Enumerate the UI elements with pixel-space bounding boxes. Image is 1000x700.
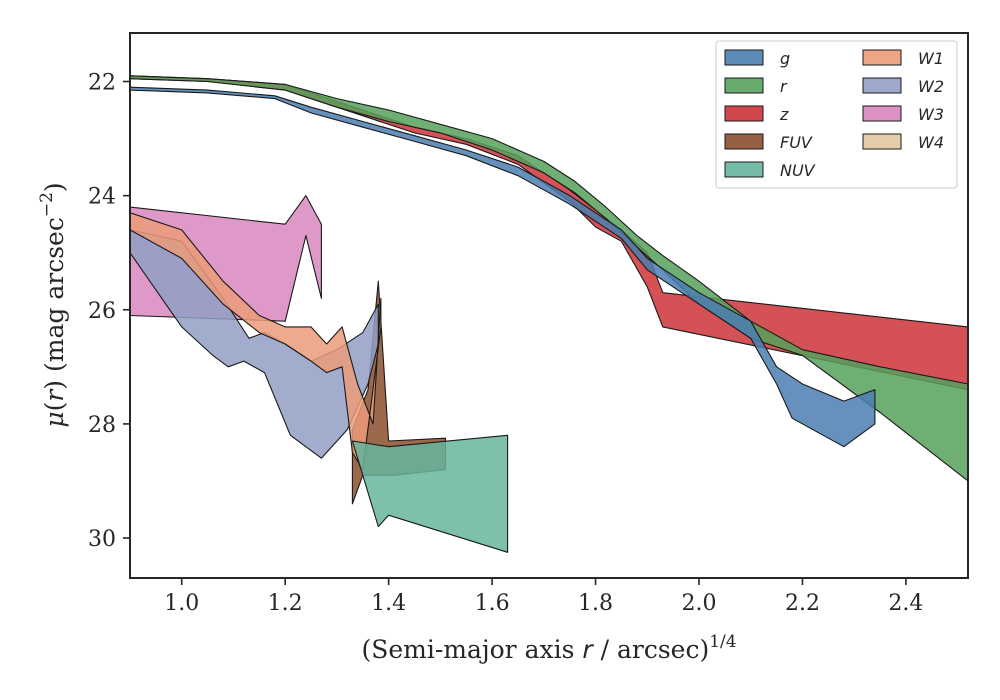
x-axis-label-prefix: (Semi-major axis xyxy=(361,635,582,664)
legend-swatch-g xyxy=(724,49,764,66)
x-axis-label-var: r xyxy=(582,635,594,664)
x-tick-label: 1.4 xyxy=(371,591,406,616)
legend-label-z: z xyxy=(779,105,789,124)
legend-label-fuv: FUV xyxy=(780,133,813,152)
legend-label-w2: W2 xyxy=(918,77,944,96)
legend: grz FUV NUV W1 W2 W3 W4 xyxy=(715,40,958,189)
legend-swatch-w2 xyxy=(862,77,902,94)
y-tick-label: 26 xyxy=(88,299,116,324)
band-g xyxy=(130,86,876,448)
band-areas xyxy=(130,75,968,553)
band-w2 xyxy=(130,229,379,459)
legend-label-w4: W4 xyxy=(918,133,944,152)
plot-frame xyxy=(129,32,969,579)
y-axis-label-open: ( xyxy=(40,402,69,412)
x-axis-label-mid: / arcsec) xyxy=(593,635,710,664)
band-nuv xyxy=(351,434,509,553)
legend-label-nuv: NUV xyxy=(780,161,816,180)
legend-swatch-w1 xyxy=(862,49,902,66)
legend-label-r: r xyxy=(780,77,788,96)
y-axis-ticks: 22 24 26 28 30 xyxy=(88,71,130,552)
legend-swatch-w3 xyxy=(862,105,902,122)
x-axis-ticks: 1.0 1.2 1.4 1.6 1.8 2.0 2.2 2.4 xyxy=(164,578,923,616)
y-axis-label-mu: μ xyxy=(40,411,69,427)
legend-swatch-fuv xyxy=(724,133,764,150)
y-tick-label: 28 xyxy=(88,413,116,438)
y-tick-label: 30 xyxy=(88,527,116,552)
y-tick-label: 24 xyxy=(88,185,116,210)
y-axis-label-close: ) xyxy=(40,380,69,390)
x-tick-label: 1.0 xyxy=(164,591,199,616)
legend-swatch-nuv xyxy=(724,161,764,178)
x-tick-label: 1.2 xyxy=(268,591,303,616)
y-axis-label: μ(r) (mag arcsec−2) xyxy=(37,182,69,427)
legend-swatch-z xyxy=(724,105,764,122)
y-axis-label-end: ) xyxy=(40,182,69,192)
x-tick-label: 2.0 xyxy=(682,591,717,616)
y-axis-label-var: r xyxy=(40,388,69,402)
y-tick-label: 22 xyxy=(88,71,116,96)
x-axis-label-exp: 1/4 xyxy=(709,632,736,652)
x-axis-label: (Semi-major axis r / arcsec)1/4 xyxy=(361,632,736,664)
legend-label-g: g xyxy=(780,49,790,68)
x-tick-label: 1.6 xyxy=(475,591,510,616)
x-tick-label: 1.8 xyxy=(578,591,613,616)
y-axis-label-text: (mag arcsec xyxy=(40,217,69,380)
x-tick-label: 2.2 xyxy=(785,591,820,616)
x-tick-label: 2.4 xyxy=(888,591,923,616)
band-r xyxy=(130,75,968,482)
legend-label-w1: W1 xyxy=(918,49,944,68)
legend-swatch-w4 xyxy=(862,133,902,150)
y-axis-label-exp: −2 xyxy=(37,192,57,217)
legend-swatch-r xyxy=(724,77,764,94)
legend-label-w3: W3 xyxy=(918,105,944,124)
